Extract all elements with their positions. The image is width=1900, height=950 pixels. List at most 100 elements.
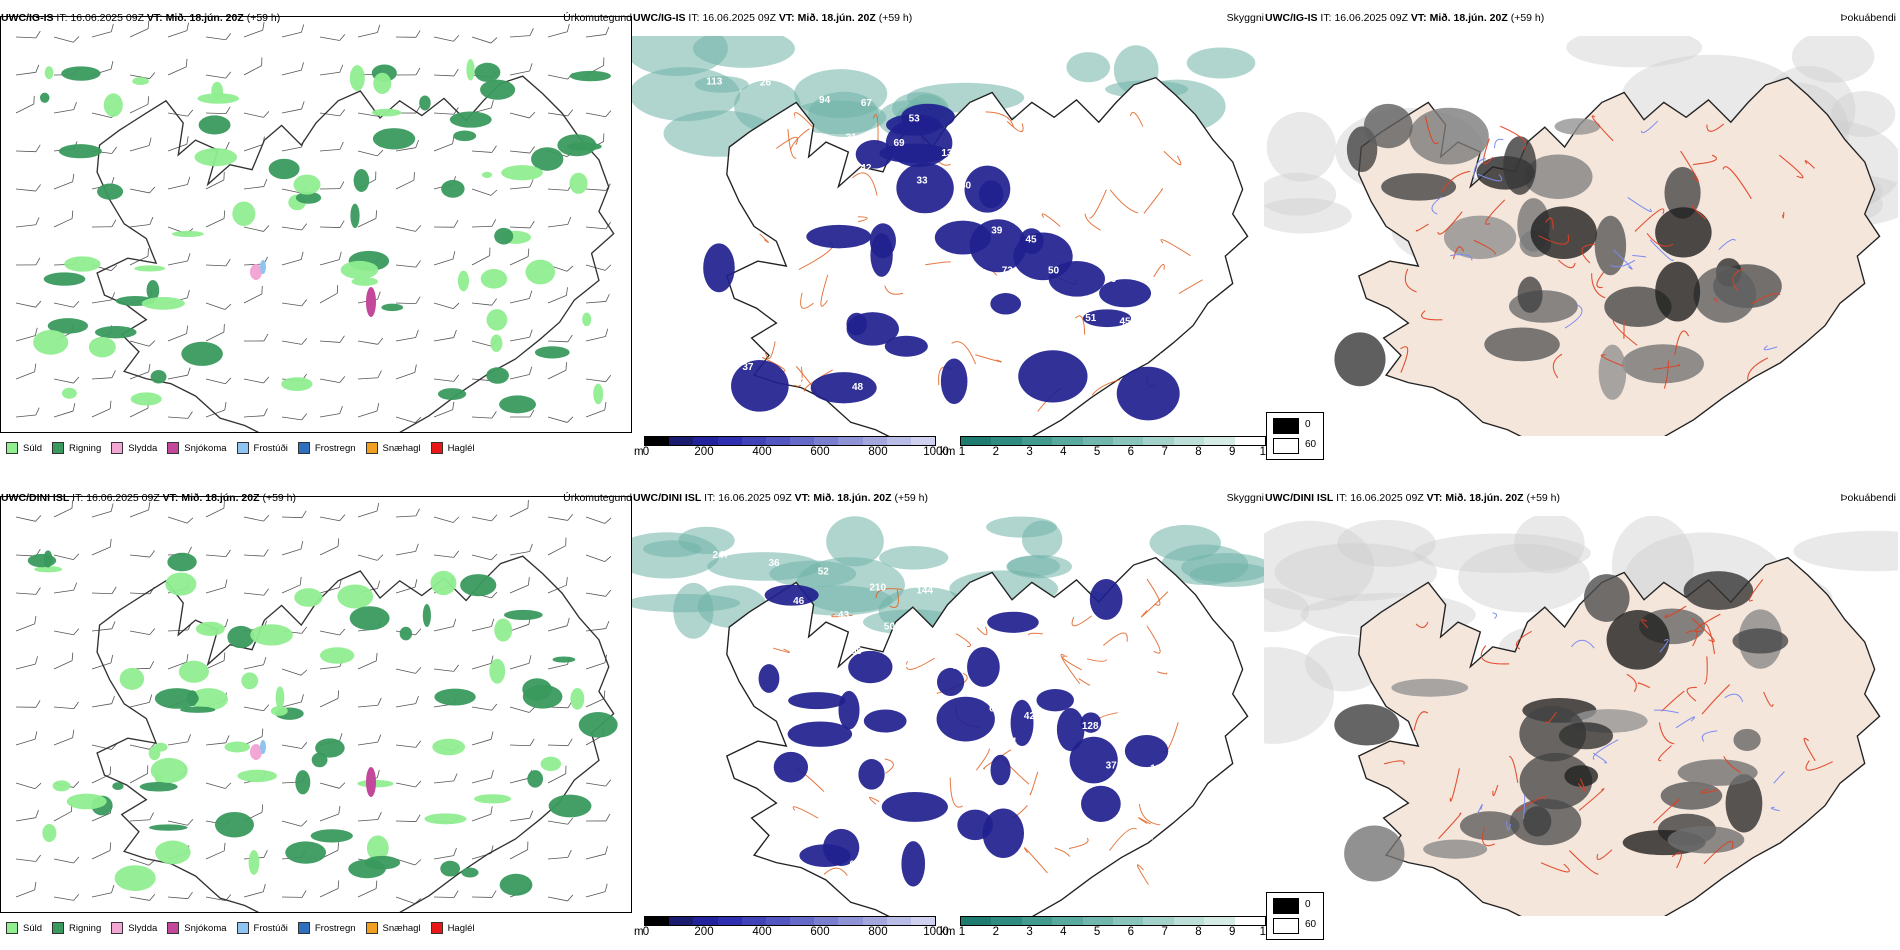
- visibility-ticks: 12345678910: [959, 446, 1273, 460]
- legend-swatch: [297, 922, 310, 934]
- panel-title: Þokuábendi: [1840, 492, 1896, 504]
- legend-label: Haglél: [447, 442, 475, 454]
- cloud-base-value: 44: [900, 661, 912, 672]
- cloud-base-value: 66: [987, 638, 999, 649]
- iceland-outline: [96, 75, 615, 432]
- cloud-base-value: 71: [1058, 754, 1070, 765]
- cloud-base-value: 50: [960, 181, 972, 192]
- legend-item: Snjókoma: [167, 922, 227, 934]
- model-name: UWC/DINI ISL: [1, 492, 70, 504]
- cloud-panel-row2: UWC/DINI ISL IT: 16.06.2025 09Z VT: Mið.…: [632, 490, 1272, 945]
- cloud-base-tick: 600: [810, 446, 830, 458]
- fog-key-low: 0: [1305, 899, 1311, 910]
- cloud-base-value: 137: [941, 626, 958, 637]
- legend-swatch: [52, 442, 65, 454]
- fog-key-low: 0: [1305, 419, 1311, 430]
- vt-value: Mið. 18.jún. 20Z: [181, 492, 260, 504]
- legend-swatch: [167, 442, 180, 454]
- legend-item: Frostregn: [297, 442, 356, 454]
- legend-item: Slydda: [111, 442, 157, 454]
- it-label: IT:: [1320, 12, 1332, 24]
- lead-time: (+59 h): [878, 12, 913, 24]
- cloud-base-value: 28: [724, 810, 736, 821]
- lead-time: (+59 h): [1510, 12, 1545, 24]
- panel-title: Þokuábendi: [1840, 12, 1896, 24]
- legend-label: Slydda: [128, 442, 158, 454]
- precip-map: [0, 16, 632, 433]
- panel-header: UWC/IG-IS IT: 16.06.2025 09Z VT: Mið. 18…: [632, 10, 1266, 26]
- cloud-base-value: 47: [1144, 832, 1156, 843]
- panel-header: UWC/DINI ISL IT: 16.06.2025 09Z VT: Mið.…: [0, 490, 634, 506]
- visibility-tick: 8: [1195, 446, 1202, 458]
- visibility-tick: 4: [1060, 446, 1067, 458]
- cloud-base-tick: 600: [810, 926, 830, 938]
- legend-item: Súld: [6, 922, 42, 934]
- cloud-base-value: 37: [1106, 760, 1118, 771]
- legend-swatch: [297, 442, 310, 454]
- legend-label: Snjókoma: [184, 922, 227, 934]
- river-network: [1431, 120, 1778, 351]
- visibility-tick: 2: [992, 926, 999, 938]
- cloud-base-value: 51: [1085, 313, 1097, 324]
- cloud-base-value: 44: [1005, 736, 1017, 747]
- fog-map: [1264, 516, 1898, 916]
- cloud-base-tick: 0: [642, 446, 650, 458]
- precip-areas: [33, 59, 612, 414]
- precip-legend: Súld Rigning Slydda Snjókoma Frostúði Frostre…: [0, 918, 479, 938]
- legend-item: Haglél: [430, 442, 475, 454]
- it-value: 16.06.2025 09Z: [1350, 492, 1424, 504]
- visibility-tick: 7: [1161, 446, 1168, 458]
- legend-label: Snjókoma: [184, 442, 227, 454]
- it-value: 16.06.2025 09Z: [86, 492, 160, 504]
- legend-label: Snæhagl: [382, 922, 421, 934]
- visibility-tick: 4: [1060, 926, 1067, 938]
- vt-value: Mið. 18.jún. 20Z: [797, 12, 876, 24]
- panel-header: UWC/IG-IS IT: 16.06.2025 09Z VT: Mið. 18…: [1264, 10, 1898, 26]
- wind-barbs: [15, 20, 612, 424]
- cloud-base-unit: m: [634, 926, 644, 938]
- legend-swatch: [6, 442, 18, 454]
- visibility-unit: km: [940, 446, 956, 458]
- cloud-base-value: 94: [850, 859, 862, 870]
- legend-swatch: [430, 922, 443, 934]
- cloud-base-value: 34: [1071, 792, 1083, 803]
- visibility-tick: 9: [1229, 446, 1236, 458]
- legend-item: Frostúði: [236, 922, 288, 934]
- legend-swatch: [365, 442, 378, 454]
- fog-key: 0 60: [1266, 892, 1324, 940]
- legend-swatch: [236, 922, 249, 934]
- panel-header: UWC/IG-IS IT: 16.06.2025 09Z VT: Mið. 18…: [0, 10, 634, 26]
- it-value: 16.06.2025 09Z: [1334, 12, 1408, 24]
- visibility-colorbar: km 12345678910: [940, 436, 1273, 464]
- vt-label: VT:: [778, 12, 795, 24]
- fog-key-high: 60: [1305, 439, 1317, 450]
- legend-label: Haglél: [447, 922, 475, 934]
- cloud-panel-row1: UWC/IG-IS IT: 16.06.2025 09Z VT: Mið. 18…: [632, 10, 1273, 465]
- it-label: IT:: [72, 492, 84, 504]
- lead-time: (+59 h): [262, 492, 297, 504]
- legend-item: Frostúði: [236, 442, 288, 454]
- lead-time: (+59 h): [246, 12, 281, 24]
- river-network: [1476, 612, 1785, 831]
- road-network: [773, 578, 1179, 885]
- visibility-tick: 1: [958, 926, 966, 938]
- visibility-tick: 8: [1195, 926, 1202, 938]
- legend-label: Frostregn: [314, 442, 356, 454]
- legend-swatch: [236, 442, 249, 454]
- cloud-base-value: 128: [1082, 721, 1099, 732]
- cloud-base-value: 39: [991, 225, 1003, 236]
- cloud-base-value: 65: [936, 214, 948, 225]
- cloud-base-tick: 400: [752, 446, 772, 458]
- cloud-base-value: 144: [916, 585, 933, 596]
- panel-title: Skyggni: [1226, 12, 1264, 24]
- precip-map-svg: [15, 500, 618, 912]
- cloud-base-value: 59: [851, 646, 863, 657]
- legend-label: Snæhagl: [382, 442, 421, 454]
- cloud-base-value: 56: [711, 325, 723, 336]
- cloud-base-value: 247: [713, 550, 730, 561]
- vt-label: VT:: [1410, 12, 1427, 24]
- model-name: UWC/IG-IS: [1265, 12, 1318, 24]
- precip-map: [0, 496, 632, 913]
- legend-label: Rigning: [69, 442, 102, 454]
- vt-value: Mið. 18.jún. 20Z: [165, 12, 244, 24]
